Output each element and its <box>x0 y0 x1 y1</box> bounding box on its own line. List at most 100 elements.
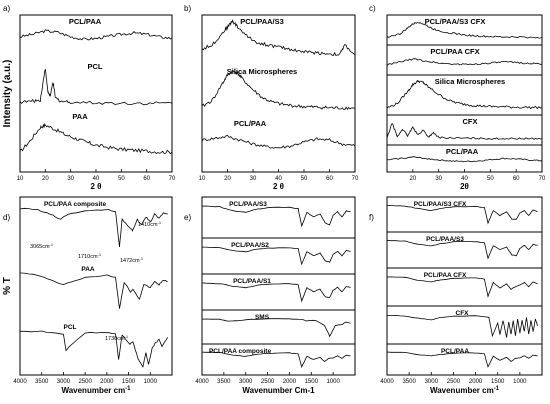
panel-d-annotation: 1730cm-1 <box>105 334 129 342</box>
panel-e-xtick-label: 3500 <box>217 379 231 385</box>
panel-d-annotation: 1710cm-1 <box>78 252 102 260</box>
panel-f-series-label: PCL/PAA <box>441 348 469 355</box>
panel-a-series-label: PAA <box>72 112 88 121</box>
panel-a-xtick-label: 10 <box>17 176 24 182</box>
panel-c-series-pcl-paa-cfx <box>386 58 543 66</box>
panel-c-series-label: PCL/PAA CFX <box>430 47 479 56</box>
panel-a-xtick-label: 60 <box>143 176 150 182</box>
panel-f-series-label: PCL/PAA/S3 <box>426 236 464 243</box>
panel-b-series-label: PCL/PAA <box>234 119 267 128</box>
panel-a-series-pcl <box>19 69 173 106</box>
panel-d-series-label: PCL <box>64 324 77 331</box>
panel-c-xtick-label: 60 <box>513 176 520 182</box>
panel-e-xtick-label: 3000 <box>239 379 253 385</box>
panel-e-series-label: SMS <box>255 314 270 321</box>
panel-e-xtick-label: 4000 <box>195 379 209 385</box>
panel-f-xtick-label: 1500 <box>491 379 505 385</box>
panel-e-series-pcl-paa-composite <box>201 351 351 369</box>
panel-f-xtick-label: 2500 <box>447 379 461 385</box>
panel-d-xtick-label: 1500 <box>122 379 136 385</box>
panel-d-xtick-label: 2500 <box>78 379 92 385</box>
panel-b-xlabel: 2 θ <box>273 182 284 191</box>
panel-e-xtick-label: 1000 <box>326 379 340 385</box>
panel-d-series-pcl-paa-composite <box>19 207 168 248</box>
panel-d-series-paa <box>19 272 168 309</box>
panel-d-xlabel: Wavenumber cm-1 <box>61 386 131 395</box>
panel-a-xtick-label: 40 <box>93 176 100 182</box>
panel-b-series-pcl-paa-s3 <box>201 19 356 57</box>
panel-b-letter: b) <box>184 4 191 13</box>
panel-e-series-label: PCL/PAA/S1 <box>233 278 271 285</box>
panel-e-series-label: PCL/PAA/S3 <box>229 201 267 208</box>
panel-e-series-label: PCL/PAA composite <box>209 348 272 355</box>
panel-c-series-cfx <box>386 123 543 140</box>
panel-c-xlabel: 2θ <box>460 182 469 191</box>
panel-b-xtick-label: 70 <box>352 176 359 182</box>
panel-e-letter: e) <box>184 213 191 222</box>
panel-b-xtick-label: 30 <box>250 176 257 182</box>
panel-c-xtick-label: 40 <box>461 176 468 182</box>
panel-d-xtick-label: 3500 <box>35 379 49 385</box>
panel-d-letter: d) <box>3 213 10 222</box>
panel-b-xtick-label: 60 <box>326 176 333 182</box>
panel-f-xtick-label: 2000 <box>469 379 483 385</box>
panel-d-xtick-label: 3000 <box>57 379 71 385</box>
panel-d-series-label: PAA <box>81 266 95 273</box>
panel-a-series-label: PCL/PAA <box>69 17 102 26</box>
panel-e-series-pcl-paa-s3 <box>201 205 351 228</box>
panel-d-xtick-label: 1000 <box>144 379 158 385</box>
panel-d-frame <box>19 196 173 376</box>
panel-c-xtick-label: 50 <box>487 176 494 182</box>
panel-a-letter: a) <box>3 4 10 13</box>
panel-b-xtick-label: 10 <box>199 176 206 182</box>
panel-e-xtick-label: 1500 <box>305 379 319 385</box>
panel-d-xtick-label: 4000 <box>13 379 27 385</box>
panel-f-xtick-label: 4000 <box>380 379 394 385</box>
panel-c-series-label: Silica Microspheres <box>435 77 505 86</box>
panel-e-xtick-label: 2000 <box>283 379 297 385</box>
panel-f-series-label: PCL/PAA/S3 CFX <box>414 201 467 208</box>
panel-d-ylabel: % T <box>2 277 13 295</box>
panel-c-series-label: PCL/PAA <box>446 147 479 156</box>
panel-c-xtick-label: 30 <box>435 176 442 182</box>
panel-b-series-label: Silica Microspheres <box>227 67 297 76</box>
panel-e-xlabel: Wavenumber Cm-1 <box>242 386 315 395</box>
panel-f-series-pcl-paa <box>386 351 538 368</box>
panel-c-xtick-label: 20 <box>409 176 416 182</box>
panel-b-series-label: PCL/PAA/S3 <box>240 17 284 26</box>
panel-e-series-label: PCL/PAA/S2 <box>231 242 269 249</box>
panel-e-xtick-label: 2500 <box>261 379 275 385</box>
panel-f-xtick-label: 3500 <box>402 379 416 385</box>
panel-b-frame <box>201 14 356 173</box>
panel-a-xtick-label: 30 <box>67 176 74 182</box>
panel-f-xlabel: Wavenumber cm-1 <box>430 386 500 395</box>
panel-f-series-label: PCL/PAA CFX <box>424 272 467 279</box>
panel-e-series-sms <box>201 318 351 338</box>
panel-c-series-pcl-paa <box>386 156 542 163</box>
panel-e-series-pcl-paa-s1 <box>201 282 351 303</box>
panel-b-xtick-label: 20 <box>224 176 231 182</box>
panel-d-annotation: 1410cm-1 <box>138 220 162 228</box>
panel-a-xlabel: 2 θ <box>91 182 102 191</box>
panel-f-series-pcl-paa-cfx <box>386 276 538 298</box>
panel-d-annotation: 3065cm-1 <box>30 242 54 250</box>
panel-e-series-pcl-paa-s2 <box>202 246 351 266</box>
panel-b-xtick-label: 50 <box>301 176 308 182</box>
panel-a-series-label: PCL <box>88 62 103 71</box>
panel-f-xtick-label: 3000 <box>425 379 439 385</box>
panel-d-series-label: PCL/PAA composite <box>44 201 107 208</box>
panel-a-series-pcl-paa <box>20 29 173 41</box>
panel-b-xtick-label: 40 <box>275 176 282 182</box>
panel-c-xtick-label: 70 <box>539 176 546 182</box>
panel-e-frame <box>201 196 356 376</box>
panel-f-series-label: CFX <box>456 310 470 317</box>
panel-b-series-pcl-paa <box>201 134 356 149</box>
panel-c-series-silica-microspheres <box>386 79 543 110</box>
panel-a-xtick-label: 20 <box>42 176 49 182</box>
panel-c-series-label: PCL/PAA/S3 CFX <box>425 17 486 26</box>
panel-d-xtick-label: 2000 <box>100 379 114 385</box>
panel-a-xtick-label: 50 <box>118 176 125 182</box>
panel-d-annotation: 1472cm-1 <box>120 256 144 264</box>
panel-c-series-label: CFX <box>463 117 478 126</box>
panel-f-letter: f) <box>369 213 374 222</box>
